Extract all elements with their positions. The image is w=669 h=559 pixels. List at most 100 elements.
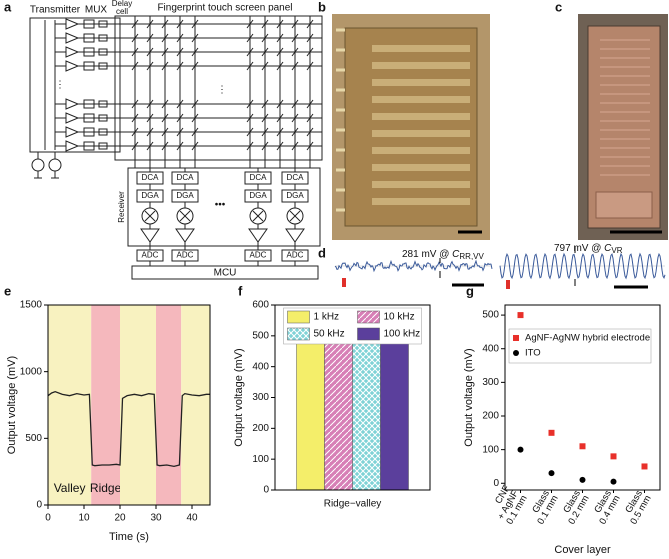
source [48, 158, 62, 172]
amplifier [65, 60, 80, 72]
y-tick-label: 0 [263, 485, 269, 496]
bar [380, 335, 409, 491]
legend-label: 50 kHz [314, 329, 345, 340]
diagram-label: DCA [250, 173, 268, 182]
die-stripe [372, 62, 470, 69]
y-tick-label: 1000 [20, 366, 43, 377]
diagram-label: DGA [249, 191, 267, 200]
x-axis-label: Time (s) [109, 531, 149, 543]
y-tick-label: 400 [252, 361, 269, 372]
diagram-label: Delay [112, 0, 132, 8]
legend-swatch [357, 327, 380, 341]
x-tick-label: Glass0.1 mm [526, 488, 560, 526]
region-label: Valley [54, 481, 86, 495]
die-stripe [372, 130, 470, 137]
amplifier [65, 32, 80, 44]
point [610, 478, 617, 485]
legend-label: 100 kHz [384, 329, 421, 340]
wire-box [29, 17, 121, 153]
diagram-label: DCA [177, 173, 195, 182]
die-block [595, 191, 653, 219]
receiver-box [127, 167, 321, 247]
y-tick-label: 600 [252, 300, 269, 311]
region [120, 305, 156, 505]
dga-box [136, 189, 164, 203]
annotation: 797 mV @ CVR [554, 243, 623, 255]
point [579, 476, 586, 483]
y-tick-label: 300 [482, 377, 499, 388]
x-tick-label: 40 [186, 513, 198, 524]
y-tick-label: 100 [482, 444, 499, 455]
adc-box [244, 249, 272, 262]
amplifier [65, 126, 80, 138]
scale-marker [506, 280, 510, 289]
die-stripe [372, 45, 470, 52]
y-tick-label: 500 [252, 330, 269, 341]
x-axis-label: Cover layer [554, 544, 611, 556]
bar [352, 332, 381, 491]
dca-box [244, 171, 272, 185]
region [48, 305, 92, 505]
dga-box [281, 189, 309, 203]
adc-box [171, 249, 199, 262]
bar [296, 334, 325, 491]
mixer-x [144, 210, 156, 222]
diagram-label: ADC [177, 251, 194, 260]
panel-label: f [238, 283, 243, 298]
legend-swatch [287, 327, 310, 341]
region [156, 305, 182, 505]
panel-label: a [4, 0, 12, 14]
die-stripe [372, 164, 470, 171]
legend-marker [513, 335, 519, 341]
source [31, 158, 45, 172]
y-tick-label: 0 [36, 500, 42, 511]
diagram-label: Fingerprint touch screen panel [157, 3, 292, 14]
panel-label: c [555, 0, 562, 14]
diagram-label: DCA [287, 173, 305, 182]
legend-box [508, 328, 652, 364]
plot-frame [47, 304, 211, 506]
diagram-label: DCA [142, 173, 160, 182]
y-axis-label: Output voltage (mV) [463, 348, 475, 446]
dga-box [171, 189, 199, 203]
plot-frame [504, 304, 661, 491]
hdots: ••• [215, 200, 226, 211]
region-label: Ridge [90, 481, 122, 495]
mixer-x [179, 210, 191, 222]
legend-swatch [287, 310, 310, 324]
waveform [499, 252, 666, 280]
mixer-x [289, 210, 301, 222]
x-tick-label: Glass0.5 mm [619, 488, 653, 526]
adc-box [281, 249, 309, 262]
y-axis-label: Output voltage (mV) [233, 348, 245, 446]
x-tick-label: Glass0.2 mm [557, 488, 591, 526]
diagram-label: ADC [142, 251, 159, 260]
diagram-label: Transmitter [30, 5, 81, 16]
amplifier [65, 98, 80, 110]
y-tick-label: 500 [25, 433, 42, 444]
filter [285, 228, 305, 243]
diagram-label: MCU [214, 268, 237, 279]
diagram-label: ADC [250, 251, 267, 260]
vdots: ⋮ [217, 85, 227, 96]
diagram-label: cell [116, 7, 128, 16]
point [517, 312, 524, 319]
mcu-box [131, 265, 319, 280]
amplifier [65, 112, 80, 124]
x-tick-label: 20 [114, 513, 126, 524]
chip-die [344, 27, 478, 227]
scale-marker [342, 278, 346, 287]
region [91, 305, 120, 505]
mixer-x [252, 210, 264, 222]
y-tick-label: 100 [252, 454, 269, 465]
x-tick-label: 10 [78, 513, 90, 524]
legend-swatch [357, 310, 380, 324]
point [548, 470, 555, 477]
adc-box [136, 249, 164, 262]
amplifier [65, 140, 80, 152]
point [641, 463, 648, 470]
die-stripe [372, 79, 470, 86]
